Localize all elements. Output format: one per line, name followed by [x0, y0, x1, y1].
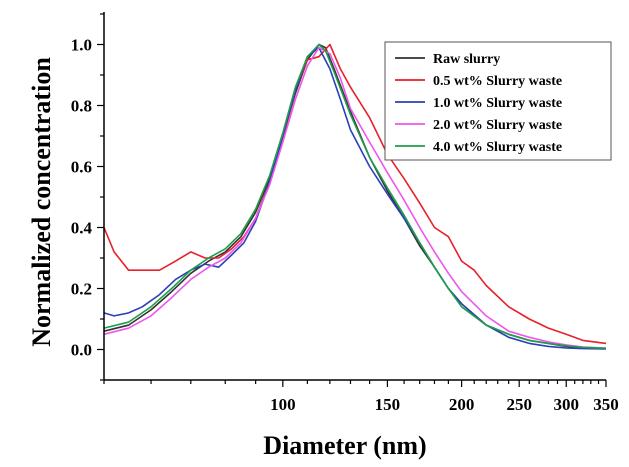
y-tick-label: 0.0	[71, 341, 92, 360]
y-tick-label: 0.8	[71, 97, 92, 116]
series-layer	[103, 43, 607, 350]
x-tick-label: 250	[506, 395, 532, 414]
y-tick-label: 0.4	[71, 219, 93, 238]
y-tick-label: 0.6	[71, 158, 92, 177]
legend: Raw slurry 0.5 wt% Slurry waste 1.0 wt% Sl…	[384, 41, 612, 161]
x-tick-label: 100	[270, 395, 296, 414]
legend-items: Raw slurry 0.5 wt% Slurry waste 1.0 wt% Sl…	[395, 52, 562, 155]
y-tick-label: 1.0	[71, 36, 92, 55]
legend-label: 4.0 wt% Slurry waste	[433, 140, 562, 155]
y-axis-title: Normalized concentration	[27, 57, 56, 347]
x-axis-ticks: 100 150 200 250 300 350	[103, 380, 619, 414]
x-tick-label: 300	[553, 395, 579, 414]
series-line-3	[103, 46, 607, 350]
legend-box	[384, 41, 612, 161]
x-tick-label: 150	[375, 395, 401, 414]
x-tick-label: 350	[593, 395, 619, 414]
legend-label: 1.0 wt% Slurry waste	[433, 96, 562, 111]
legend-label: 0.5 wt% Slurry waste	[433, 74, 562, 89]
x-tick-label: 200	[449, 395, 475, 414]
series-line-2	[103, 43, 607, 345]
legend-label: 2.0 wt% Slurry waste	[433, 118, 562, 133]
series-line-4	[103, 46, 607, 349]
series-line-5	[103, 43, 607, 350]
legend-label: Raw slurry	[433, 52, 500, 67]
y-tick-label: 0.2	[71, 280, 92, 299]
x-axis-title: Diameter (nm)	[263, 431, 426, 460]
y-axis-ticks: 0.0 0.2 0.4 0.6 0.8 1.0	[71, 13, 104, 381]
